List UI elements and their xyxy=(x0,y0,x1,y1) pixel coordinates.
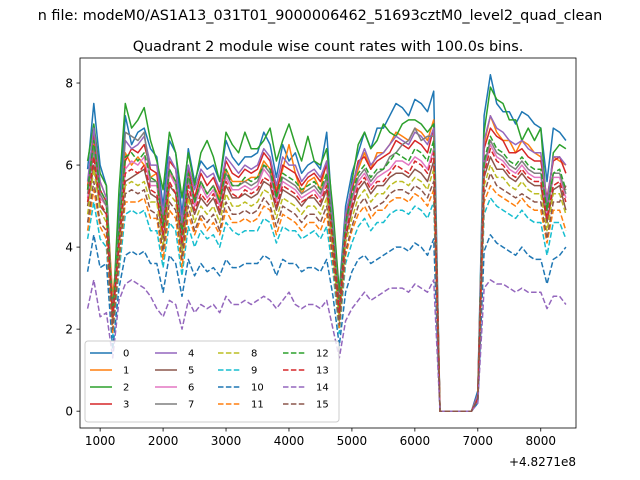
legend-frame xyxy=(84,340,340,423)
series-line-12 xyxy=(86,135,567,412)
legend-label-15: 15 xyxy=(316,400,329,411)
series-line-11 xyxy=(86,184,567,412)
series-line-10 xyxy=(86,234,567,412)
series-line-4 xyxy=(86,115,567,412)
legend-label-4: 4 xyxy=(188,349,194,360)
legend-label-8: 8 xyxy=(251,349,257,360)
legend-label-5: 5 xyxy=(188,366,194,377)
series-line-8 xyxy=(86,164,567,412)
x-tick-label: 5000 xyxy=(337,434,368,448)
x-tick-label: 3000 xyxy=(211,434,242,448)
y-tick-label: 4 xyxy=(65,240,73,254)
legend-label-12: 12 xyxy=(316,349,329,360)
legend-label-11: 11 xyxy=(251,400,264,411)
series-line-15 xyxy=(86,172,567,412)
y-tick-label: 6 xyxy=(65,158,73,172)
legend-label-10: 10 xyxy=(251,383,264,394)
x-axis: 1000 2000 3000 4000 5000 6000 7000 8000 xyxy=(85,428,556,448)
y-tick-label: 8 xyxy=(65,76,73,90)
x-tick-label: 8000 xyxy=(525,434,556,448)
series-line-2 xyxy=(86,86,567,412)
y-tick-label: 0 xyxy=(65,404,73,418)
series-layer xyxy=(86,74,567,412)
legend-label-1: 1 xyxy=(123,366,129,377)
legend-label-13: 13 xyxy=(316,366,329,377)
figure-suptitle: n file: modeM0/AS1A13_031T01_9000006462_… xyxy=(38,8,603,24)
legend-label-6: 6 xyxy=(188,383,194,394)
x-tick-label: 2000 xyxy=(148,434,179,448)
x-offset-label: +4.8271e8 xyxy=(509,455,576,469)
series-line-9 xyxy=(86,197,567,412)
series-line-14 xyxy=(86,279,567,412)
x-tick-label: 1000 xyxy=(85,434,116,448)
chart-title: Quadrant 2 module wise count rates with … xyxy=(133,39,524,55)
y-tick-label: 2 xyxy=(65,322,73,336)
legend-label-3: 3 xyxy=(123,400,129,411)
legend-label-0: 0 xyxy=(123,349,129,360)
x-tick-label: 4000 xyxy=(274,434,305,448)
legend-label-2: 2 xyxy=(123,383,129,394)
x-tick-label: 6000 xyxy=(400,434,431,448)
axes-frame xyxy=(79,57,577,429)
series-line-13 xyxy=(86,147,567,412)
series-line-0 xyxy=(86,74,567,412)
legend-label-9: 9 xyxy=(251,366,257,377)
legend-label-14: 14 xyxy=(316,383,329,394)
y-axis: 0 2 4 6 8 xyxy=(65,76,80,418)
legend-label-7: 7 xyxy=(188,400,194,411)
x-tick-label: 7000 xyxy=(463,434,494,448)
